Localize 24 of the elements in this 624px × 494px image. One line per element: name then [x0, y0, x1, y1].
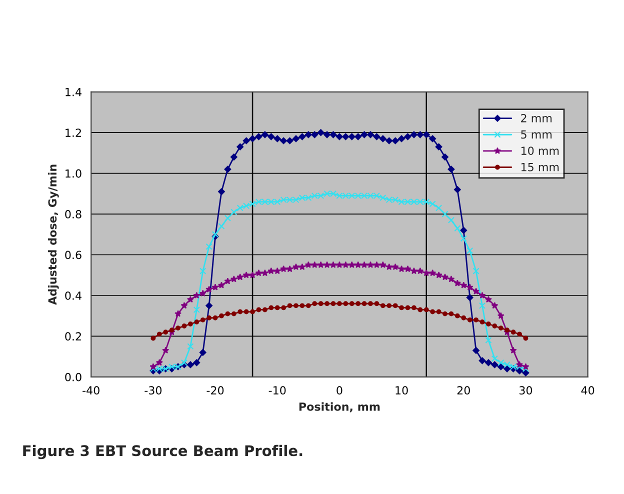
y-tick-label: 0.6 — [65, 250, 82, 260]
y-tick-label: 0.8 — [65, 210, 82, 218]
x-tick-label: -20 — [206, 386, 224, 395]
x-tick-label: 20 — [457, 386, 470, 395]
legend-label: 15 mm — [521, 163, 559, 172]
x-tick-label: 0 — [336, 386, 342, 395]
y-tick-label: 1.2 — [66, 128, 81, 137]
y-tick-label: 1.4 — [66, 88, 82, 96]
legend-label: 5 mm — [521, 130, 552, 139]
x-tick-label: -30 — [144, 386, 162, 395]
legend-label: 10 mm — [521, 146, 559, 155]
y-axis-title: Adjusted dose, Gy/min — [48, 164, 59, 305]
y-tick-label: 0.2 — [65, 332, 81, 341]
x-tick-label: 30 — [520, 386, 532, 395]
x-tick-label: 10 — [396, 386, 408, 395]
y-tick-label: 0.0 — [65, 372, 82, 382]
y-tick-label: 0.4 — [65, 291, 82, 300]
x-axis-title: Position, mm — [299, 402, 380, 412]
caption: Figure 3 EBT Source Beam Profile. — [23, 444, 302, 460]
x-tick-label: -10 — [268, 386, 286, 395]
legend-label: 2 mm — [521, 114, 552, 122]
x-tick-label: 40 — [581, 386, 594, 395]
y-tick-label: 1.0 — [66, 169, 82, 178]
x-tick-label: -40 — [82, 386, 100, 395]
